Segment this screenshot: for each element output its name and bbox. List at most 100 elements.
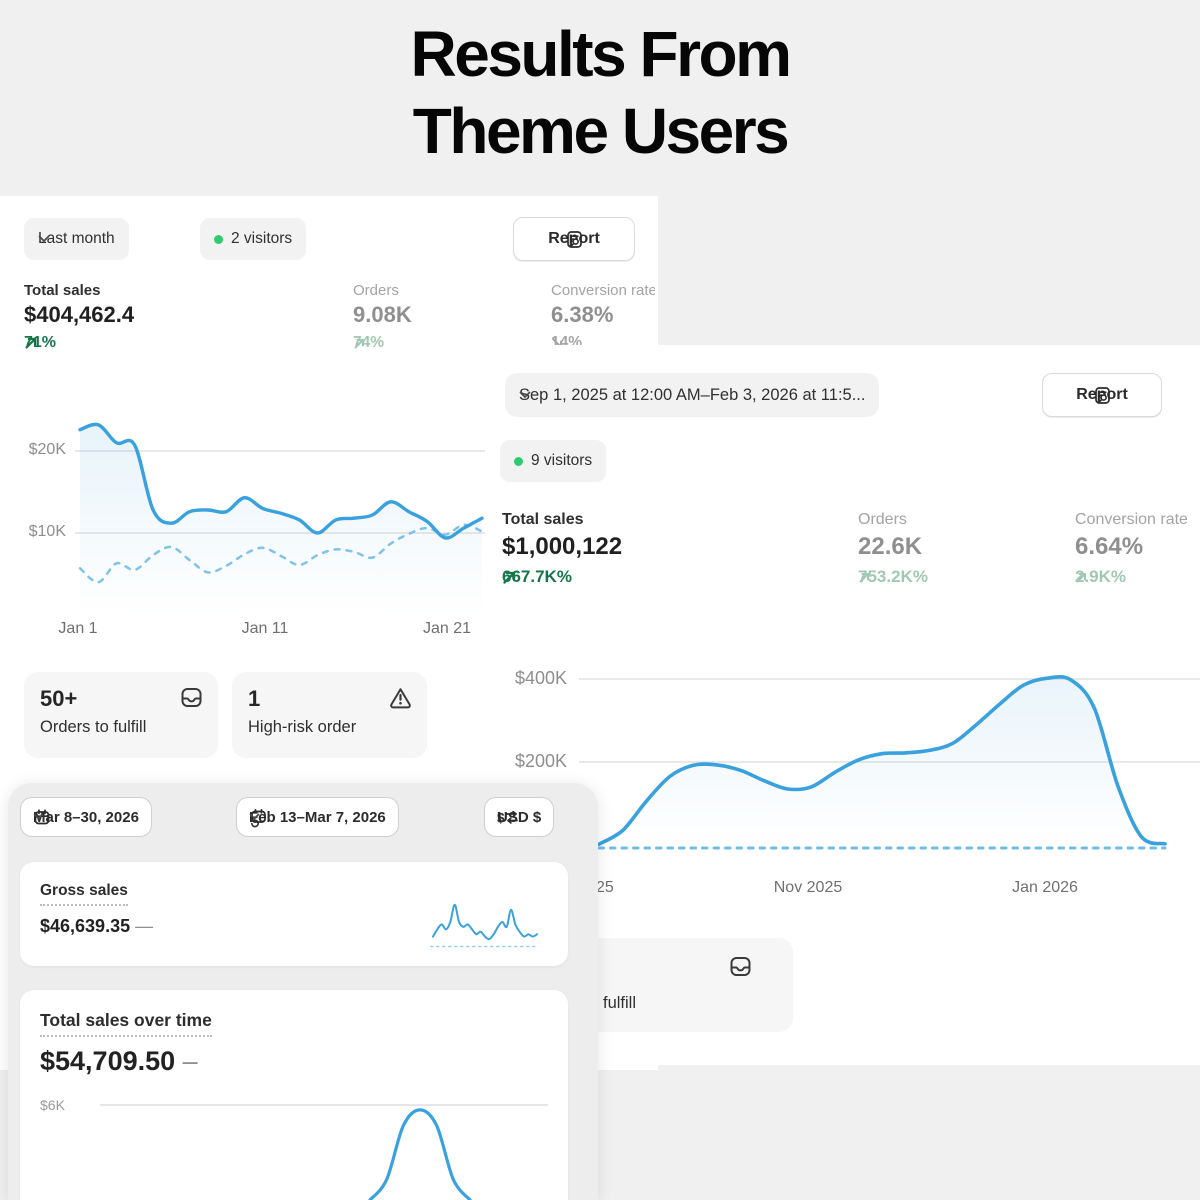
total-sales-over-time-title: Total sales over time: [40, 1010, 212, 1037]
report-panel-gray: Mar 8–30, 2026 Feb 13–Mar 7, 2026 $: [8, 783, 598, 1200]
date-filter-dropdown[interactable]: Last month: [24, 218, 129, 260]
orders-to-fulfill-card[interactable]: 50+ Orders to fulfill: [24, 672, 218, 758]
orders-to-fulfill-label: fulfill: [603, 994, 637, 1012]
page-title: Results From Theme Users: [0, 16, 1200, 170]
visitors-badge[interactable]: 2 visitors: [200, 218, 307, 260]
date-range-label: Sep 1, 2025 at 12:00 AM–Feb 3, 2026 at 1…: [519, 385, 866, 404]
metric-value: 6.38%: [551, 302, 614, 327]
y-axis-tick: $200K: [514, 751, 567, 771]
visitors-badge[interactable]: 9 visitors: [500, 440, 607, 482]
x-axis-tick: 25: [596, 879, 614, 896]
metric-value: 6.64%: [1075, 533, 1144, 560]
metric-label: Total sales: [502, 511, 584, 528]
orders-to-fulfill-label: Orders to fulfill: [40, 718, 147, 736]
no-change-dash: —: [135, 916, 154, 936]
metric-label: Conversion rate: [1075, 511, 1188, 528]
gross-sales-card[interactable]: Gross sales $46,639.35 —: [20, 862, 568, 966]
arrow-up-right-icon: [354, 338, 364, 348]
metric-value: $1,000,122: [502, 533, 623, 560]
arrow-up-right-icon: [859, 572, 869, 582]
y-axis-tick: $400K: [514, 668, 567, 688]
y-axis-tick: $20K: [28, 441, 66, 458]
metric-delta: 2.9K%: [1075, 567, 1127, 586]
no-change-dash: –: [182, 1046, 198, 1076]
chevron-down-icon: [249, 813, 260, 820]
live-visitors-dot-icon: [214, 234, 223, 244]
chevron-down-icon: [38, 235, 50, 242]
live-visitors-dot-icon: [514, 456, 523, 466]
arrow-up-right-icon: [503, 571, 516, 584]
page-title-line2: Theme Users: [412, 95, 790, 167]
metric-orders[interactable]: Orders 9.08K 74%: [353, 282, 503, 352]
visitors-count: 9 visitors: [531, 452, 593, 469]
total-sales-over-time-value: $54,709.50 –: [40, 1046, 198, 1076]
y-axis-tick: $6K: [40, 1097, 65, 1113]
previous-period-line: [78, 523, 484, 584]
metric-conversion-rate[interactable]: Conversion rate 6.38% 14%: [551, 282, 655, 352]
date-range-dropdown[interactable]: Sep 1, 2025 at 12:00 AM–Feb 3, 2026 at 1…: [505, 373, 880, 417]
high-risk-order-label: High-risk order: [248, 718, 357, 736]
metric-delta: 74%: [353, 334, 385, 351]
dashboard-panel-sep-feb: Sep 1, 2025 at 12:00 AM–Feb 3, 2026 at 1…: [490, 345, 1200, 1065]
arrow-up-right-icon: [1076, 572, 1086, 582]
gross-sales-sparkline: [430, 903, 540, 948]
x-axis-tick: Jan 1: [58, 620, 98, 637]
current-period-area: [599, 676, 1165, 845]
x-axis-tick: Jan 21: [422, 620, 472, 637]
x-axis-tick: Nov 2025: [773, 879, 843, 896]
report-button[interactable]: Report: [513, 217, 635, 261]
metric-total-sales[interactable]: Total sales $404,462.4 71%: [24, 282, 224, 352]
last-month-sales-chart: [75, 422, 485, 615]
sparkline-line: [432, 903, 538, 941]
page-title-line1: Results From: [410, 18, 792, 90]
metric-label: Total sales: [24, 282, 101, 299]
currency-pill[interactable]: $ USD $: [484, 797, 555, 837]
metric-label: Orders: [353, 282, 399, 299]
compare-range-label: Feb 13–Mar 7, 2026: [249, 808, 386, 826]
date-filter-label: Last month: [38, 230, 115, 247]
report-icon: [1094, 386, 1110, 404]
metric-conversion-rate[interactable]: Conversion rate 6.64% 2.9K%: [1075, 511, 1200, 587]
gross-sales-title: Gross sales: [40, 882, 128, 906]
orders-to-fulfill-card[interactable]: fulfill: [560, 938, 793, 1032]
compare-range-pill[interactable]: Feb 13–Mar 7, 2026: [236, 797, 399, 837]
current-period-line: [597, 675, 1167, 846]
report-button[interactable]: Report: [1042, 373, 1162, 417]
chevron-down-icon: [519, 391, 531, 398]
arrow-up-right-icon: [25, 337, 37, 349]
visitors-count: 2 visitors: [231, 230, 293, 247]
svg-text:$: $: [497, 810, 505, 825]
high-risk-order-card[interactable]: 1 High-risk order: [232, 672, 427, 758]
total-sales-over-time-chart: [100, 1104, 548, 1200]
metric-label: Orders: [858, 511, 907, 528]
date-range-label: Mar 8–30, 2026: [33, 808, 139, 826]
alert-triangle-icon: [390, 688, 411, 709]
inbox-icon: [730, 957, 751, 976]
date-range-pill[interactable]: Mar 8–30, 2026: [20, 797, 152, 837]
high-risk-order-count: 1: [248, 686, 261, 711]
report-icon: [566, 230, 582, 248]
current-period-line: [368, 1108, 472, 1200]
metric-total-sales[interactable]: Total sales $1,000,122 667.7K%: [502, 511, 722, 587]
metric-delta: 753.2K%: [858, 567, 928, 586]
gross-sales-value: $46,639.35 —: [40, 916, 154, 936]
sep-feb-sales-chart: [579, 675, 1200, 850]
metric-value: $404,462.4: [24, 302, 135, 327]
metric-value: 22.6K: [858, 533, 923, 560]
chevron-down-icon: [33, 813, 44, 820]
x-axis-tick: Jan 11: [241, 620, 289, 637]
metric-delta: 667.7K%: [502, 567, 572, 586]
y-axis-tick: $10K: [28, 523, 66, 540]
currency-exchange-icon: $: [497, 810, 518, 825]
x-axis-tick: Jan 2026: [1012, 879, 1078, 896]
current-period-line: [78, 422, 484, 540]
metric-label: Conversion rate: [551, 282, 655, 299]
inbox-icon: [181, 688, 202, 707]
total-sales-over-time-card[interactable]: Total sales over time $54,709.50 – $6K: [20, 990, 568, 1200]
current-period-area: [80, 424, 482, 615]
metric-delta: 71%: [24, 334, 57, 351]
metric-orders[interactable]: Orders 22.6K 753.2K%: [858, 511, 1028, 587]
orders-to-fulfill-count: 50+: [40, 686, 78, 711]
metric-value: 9.08K: [353, 302, 412, 327]
